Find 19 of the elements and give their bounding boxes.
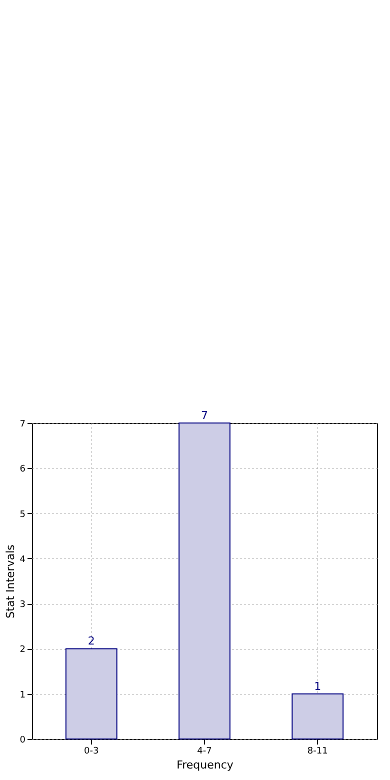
y-tick-label: 3 [20, 600, 26, 610]
data-label: 2 [88, 634, 95, 648]
y-tick-label: 2 [20, 645, 26, 656]
y-tick-label: 1 [20, 690, 26, 700]
bar [65, 648, 118, 740]
data-label: 1 [314, 680, 322, 693]
bar [292, 693, 344, 740]
y-tick-label: 0 [20, 736, 26, 746]
bar [178, 422, 230, 740]
y-tick-label: 7 [20, 420, 26, 430]
y-tick-label: 6 [20, 464, 26, 475]
y-tick-label: 4 [20, 554, 26, 565]
data-label: 7 [201, 409, 208, 422]
x-tick-label: 0-3 [84, 746, 99, 756]
x-axis-title: Frequency [176, 758, 234, 772]
y-tick-label: 5 [20, 510, 26, 520]
y-axis-title: Stat Intervals [4, 544, 17, 618]
x-tick-label: 4-7 [197, 746, 212, 756]
x-tick-label: 8-11 [307, 746, 328, 756]
